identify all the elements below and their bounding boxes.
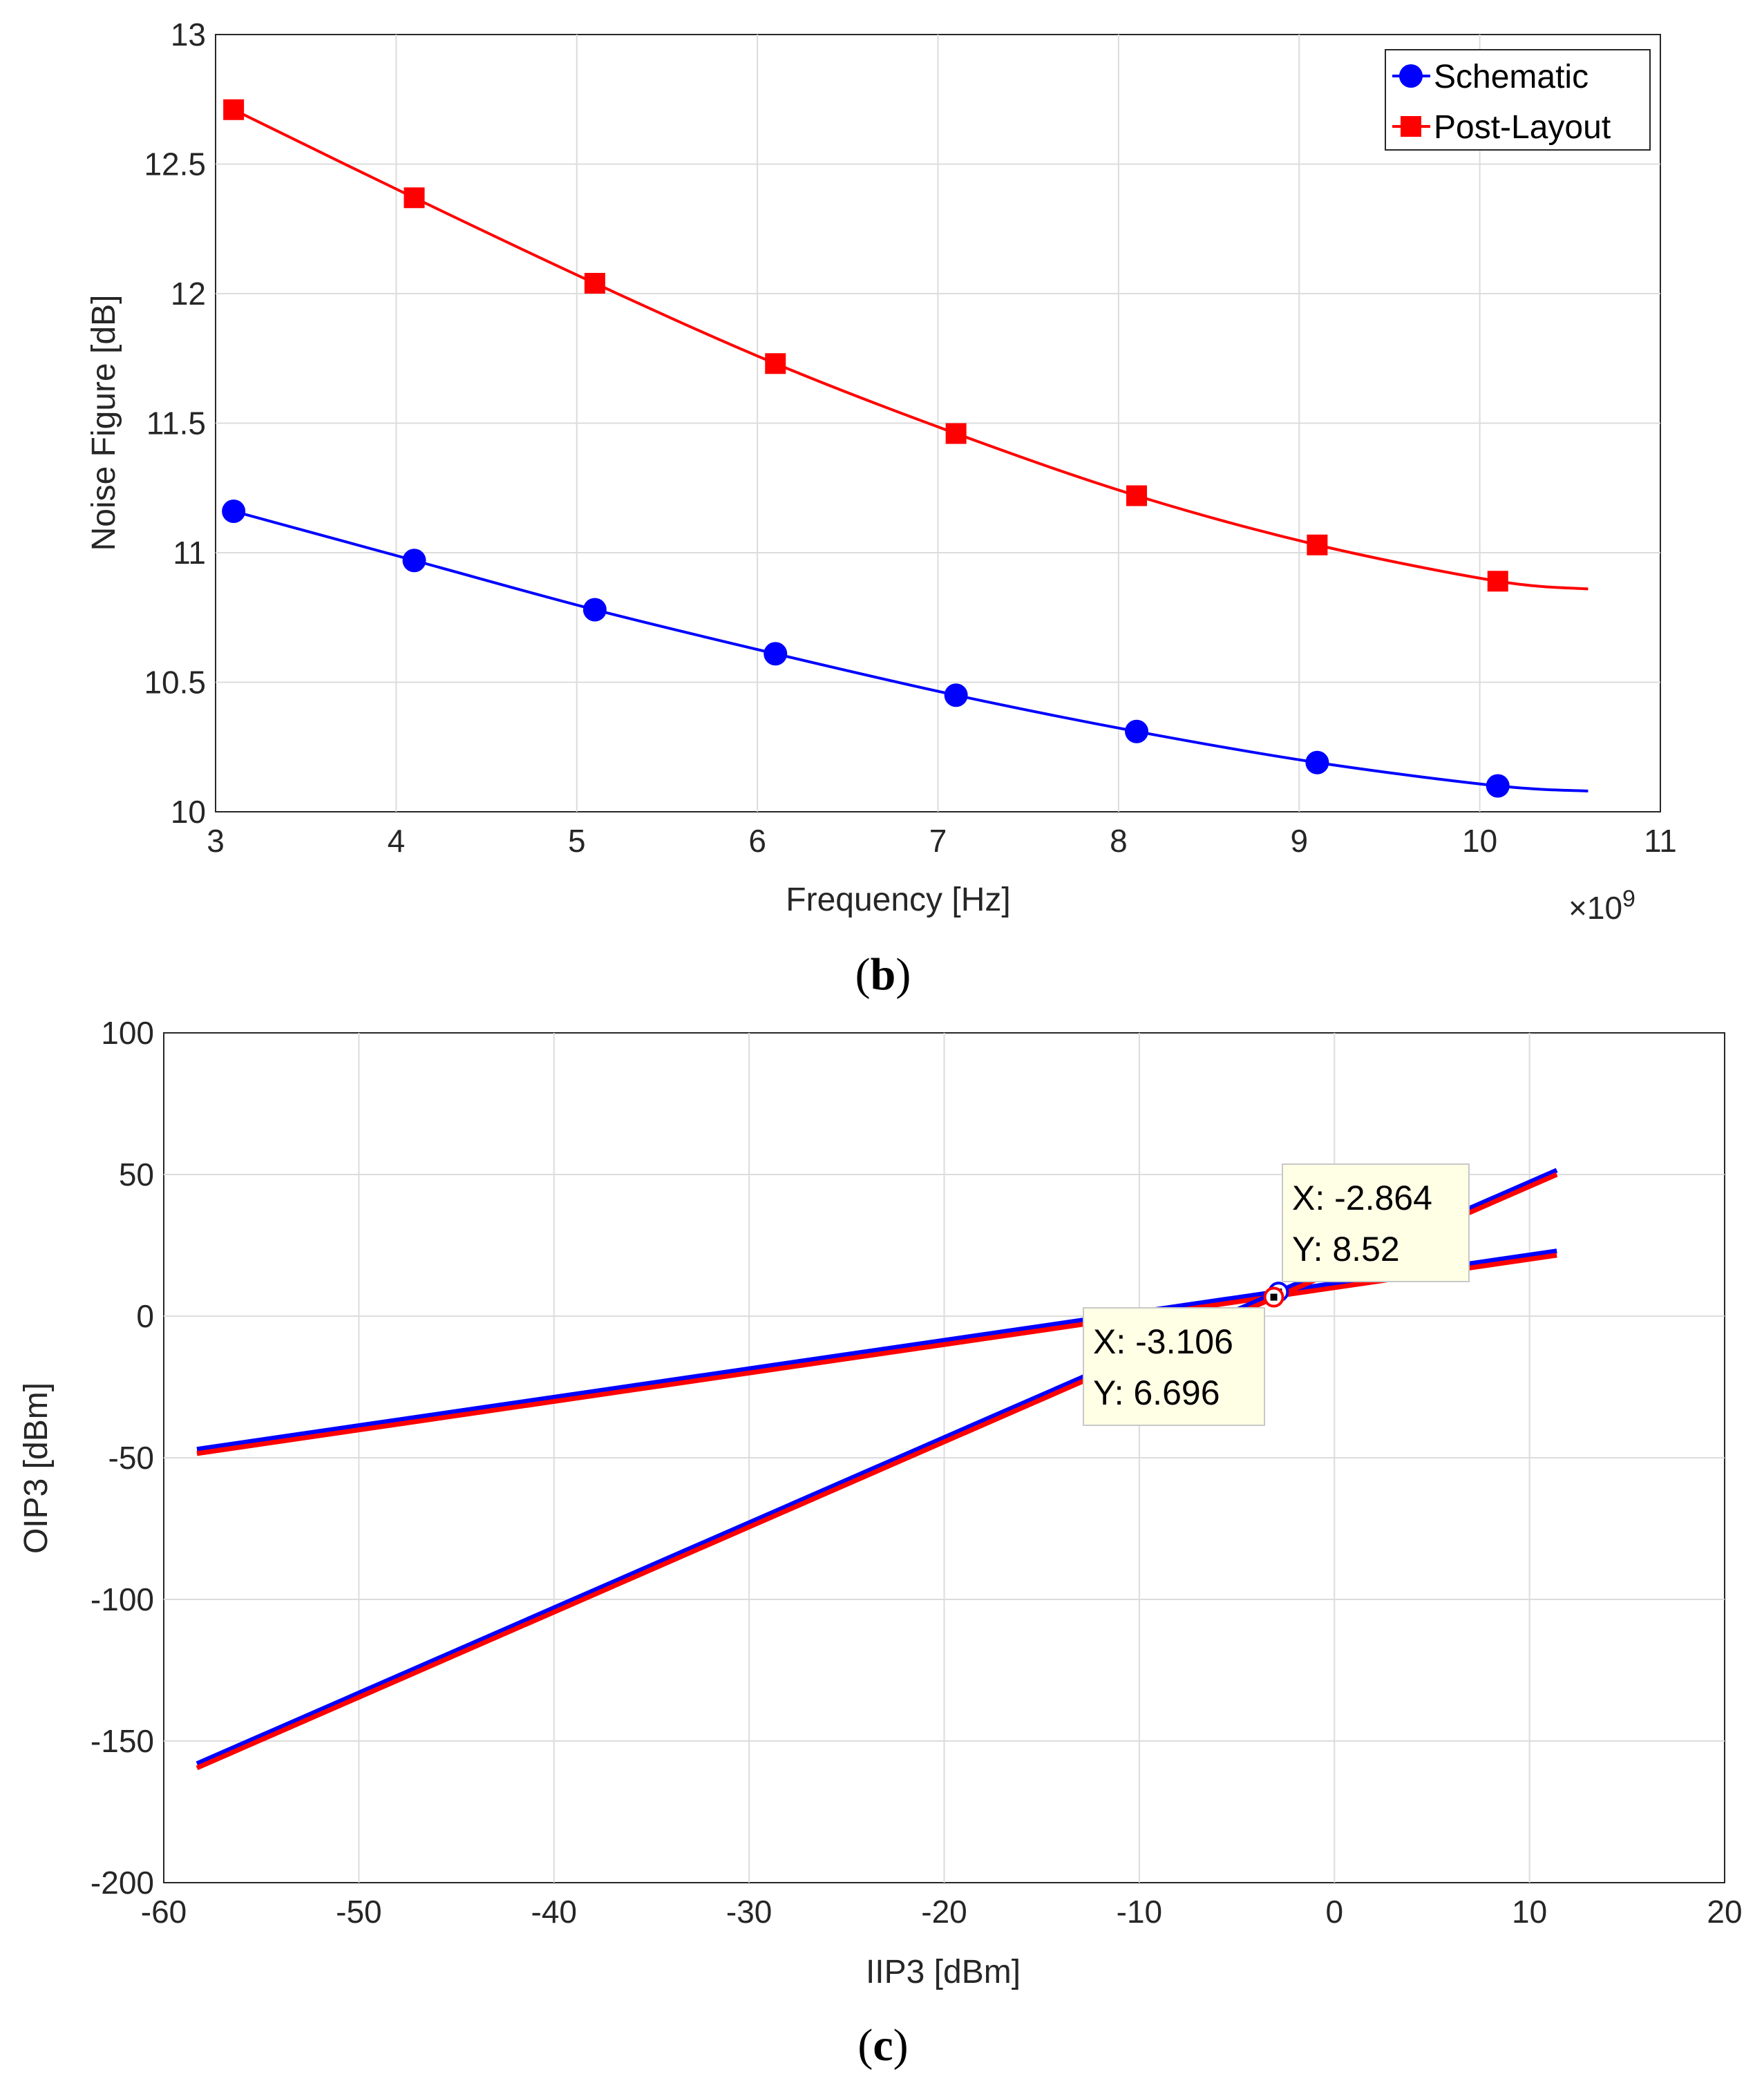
x-tick-label: 0: [1325, 1894, 1343, 1930]
noise-figure-chart: 3 4 5 6 7 8 9 10 11 10 10.5 11 11.5 12 12.5 13 Frequenc…: [86, 17, 1677, 1000]
y-axis-label: OIP3 [dBm]: [18, 1382, 55, 1554]
x-tick-label: 6: [748, 823, 766, 859]
datatips: X: -2.864 Y: 8.52 X: -3.106 Y: 6.696: [1083, 1163, 1470, 1426]
x-tick-label: 7: [929, 823, 947, 859]
legend: Schematic Post-Layout: [1385, 49, 1651, 151]
y-tick-label: 11: [173, 535, 206, 571]
data-point-schematic: [582, 598, 607, 622]
y-axis-label: Noise Figure [dB]: [86, 295, 122, 551]
panel-letter-b: b: [871, 949, 896, 1000]
x-tick-label: 5: [568, 823, 586, 859]
series-line-post-layout: [233, 108, 1588, 591]
datatip-box: [1282, 1163, 1470, 1282]
data-point-schematic: [222, 500, 246, 523]
x-tick-label: 20: [1707, 1894, 1742, 1930]
grid: [216, 35, 1660, 812]
x-tick-label: -20: [921, 1894, 967, 1930]
y-tick-label: 100: [101, 1015, 154, 1051]
y-tick-label: -150: [91, 1723, 154, 1759]
y-tick-label: 12: [171, 276, 206, 312]
panel-label-c: (c): [857, 2020, 908, 2071]
datatip-y-text: Y: 6.696: [1093, 1373, 1220, 1412]
x-exponent-power: 9: [1622, 886, 1635, 912]
x-tick-label: 10: [1512, 1894, 1547, 1930]
x-tick-label: -10: [1117, 1894, 1162, 1930]
legend-label-post-layout: Post-Layout: [1434, 109, 1611, 146]
tick-labels: 3 4 5 6 7 8 9 10 11 10 10.5 11 11.5 12 12.5 13: [144, 17, 1676, 859]
data-point-post-layout: [1487, 571, 1508, 592]
x-tick-label: 10: [1462, 823, 1497, 859]
x-axis-label: IIP3 [dBm]: [866, 1954, 1021, 1990]
y-tick-label: -50: [108, 1440, 154, 1476]
data-point-schematic: [1305, 750, 1329, 774]
y-tick-label: -200: [91, 1865, 154, 1901]
data-point-schematic: [764, 642, 788, 666]
legend-marker-schematic: [1399, 64, 1423, 88]
x-tick-label: -30: [726, 1894, 772, 1930]
x-tick-label: -50: [336, 1894, 381, 1930]
y-tick-label: 10: [171, 794, 206, 830]
datatip-x-text: X: -2.864: [1292, 1179, 1432, 1217]
datatip-marker-center: [1270, 1293, 1278, 1301]
datatip-box: [1083, 1307, 1265, 1426]
y-tick-label: 13: [171, 17, 206, 53]
y-tick-label: 50: [119, 1157, 154, 1192]
panel-open-paren: (: [855, 949, 871, 1000]
y-tick-label: 12.5: [144, 146, 206, 182]
panel-open-paren: (: [857, 2020, 873, 2071]
y-tick-label: -100: [91, 1581, 154, 1617]
series-line-blue: [196, 1248, 1557, 1452]
data-point-schematic: [402, 549, 426, 573]
oip3-chart: -60 -50 -40 -30 -20 -10 0 10 20-200-150-100-5005…: [18, 1015, 1743, 2071]
panel-close-paren: ): [893, 2020, 909, 2071]
legend-label-schematic: Schematic: [1434, 59, 1588, 95]
series-line-schematic: [233, 510, 1588, 792]
y-tick-label: 11.5: [146, 406, 206, 441]
tick-labels: -60 -50 -40 -30 -20 -10 0 10 20-200-150-100-5005…: [91, 1015, 1743, 1930]
data-point-schematic: [944, 683, 968, 707]
series-line-red: [196, 1253, 1557, 1456]
x-tick-label: -40: [531, 1894, 577, 1930]
legend-marker-post-layout: [1401, 116, 1421, 137]
legend-box: [1385, 49, 1651, 151]
panel-close-paren: ): [895, 949, 911, 1000]
data-point-schematic: [1486, 774, 1510, 798]
y-tick-label: 0: [136, 1298, 154, 1334]
data-point-schematic: [1125, 719, 1149, 743]
datatip-x-text: X: -3.106: [1093, 1322, 1233, 1361]
series-layer: [222, 99, 1588, 798]
x-exponent-base: ×10: [1568, 890, 1622, 926]
datatip-y-text: Y: 8.52: [1292, 1230, 1400, 1268]
data-point-post-layout: [765, 353, 786, 374]
x-tick-label: 11: [1644, 823, 1677, 859]
x-tick-label: -60: [141, 1894, 187, 1930]
data-point-post-layout: [223, 99, 245, 120]
data-point-post-layout: [1307, 534, 1328, 555]
x-tick-label: 8: [1110, 823, 1128, 859]
x-exponent-label: ×109: [1568, 886, 1635, 926]
x-tick-label: 3: [207, 823, 225, 859]
y-tick-label: 10.5: [144, 665, 206, 701]
data-point-post-layout: [1126, 485, 1148, 506]
x-tick-label: 9: [1290, 823, 1308, 859]
data-point-post-layout: [584, 273, 605, 294]
data-point-post-layout: [945, 423, 967, 444]
panel-letter-c: c: [873, 2020, 893, 2071]
data-point-post-layout: [404, 187, 425, 209]
panel-label-b: (b): [855, 949, 911, 1000]
x-axis-label: Frequency [Hz]: [786, 882, 1010, 918]
x-tick-label: 4: [388, 823, 406, 859]
